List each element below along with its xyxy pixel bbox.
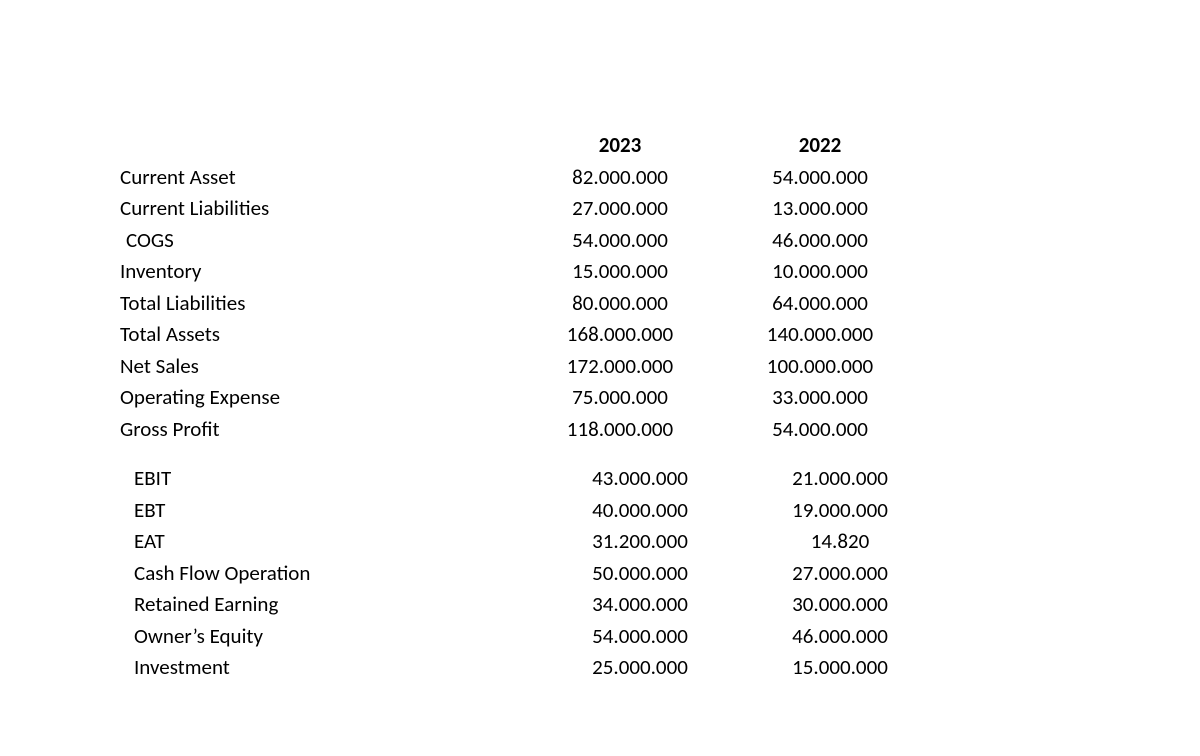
row-value-2023: 172.000.000: [520, 351, 720, 383]
table-row: Cash Flow Operation50.000.00027.000.000: [120, 558, 950, 590]
row-value-2023: 15.000.000: [520, 256, 720, 288]
row-label: Gross Profit: [120, 414, 520, 446]
table-header-row: 2023 2022: [120, 130, 950, 162]
row-value-2022: 19.000.000: [720, 495, 920, 527]
row-label: Cash Flow Operation: [120, 558, 520, 590]
table-row: Current Asset82.000.00054.000.000: [120, 162, 950, 194]
row-value-2022: 27.000.000: [720, 558, 920, 590]
row-label: EBT: [120, 495, 520, 527]
table-row: EBIT43.000.00021.000.000: [120, 463, 950, 495]
row-label: Current Asset: [120, 162, 520, 194]
table-row: Owner’s Equity54.000.00046.000.000: [120, 621, 950, 653]
row-value-2023: 34.000.000: [520, 589, 720, 621]
header-2022: 2022: [720, 130, 920, 162]
row-value-2022: 33.000.000: [720, 382, 920, 414]
row-value-2022: 14.820: [720, 526, 920, 558]
row-value-2023: 40.000.000: [520, 495, 720, 527]
row-value-2022: 54.000.000: [720, 414, 920, 446]
row-value-2023: 25.000.000: [520, 652, 720, 684]
row-value-2023: 80.000.000: [520, 288, 720, 320]
table-row: Gross Profit118.000.00054.000.000: [120, 414, 950, 446]
table-row: Current Liabilities27.000.00013.000.000: [120, 193, 950, 225]
financial-table: 2023 2022 Current Asset82.000.00054.000.…: [120, 130, 950, 684]
row-value-2023: 75.000.000: [520, 382, 720, 414]
row-label: Inventory: [120, 256, 520, 288]
row-value-2023: 43.000.000: [520, 463, 720, 495]
table-row: Operating Expense75.000.00033.000.000: [120, 382, 950, 414]
section-gap: [120, 445, 950, 463]
table-row: Total Liabilities80.000.00064.000.000: [120, 288, 950, 320]
row-value-2022: 21.000.000: [720, 463, 920, 495]
row-value-2023: 31.200.000: [520, 526, 720, 558]
row-value-2022: 140.000.000: [720, 319, 920, 351]
row-label: Operating Expense: [120, 382, 520, 414]
row-label: Owner’s Equity: [120, 621, 520, 653]
row-label: Current Liabilities: [120, 193, 520, 225]
row-value-2023: 50.000.000: [520, 558, 720, 590]
table-row: Net Sales172.000.000100.000.000: [120, 351, 950, 383]
row-label: Investment: [120, 652, 520, 684]
row-value-2022: 46.000.000: [720, 225, 920, 257]
row-label: EBIT: [120, 463, 520, 495]
table-row: COGS54.000.00046.000.000: [120, 225, 950, 257]
row-label: Net Sales: [120, 351, 520, 383]
table-row: EAT31.200.00014.820: [120, 526, 950, 558]
table-row: Inventory15.000.00010.000.000: [120, 256, 950, 288]
row-label: Total Assets: [120, 319, 520, 351]
row-value-2022: 10.000.000: [720, 256, 920, 288]
row-value-2023: 27.000.000: [520, 193, 720, 225]
row-value-2022: 13.000.000: [720, 193, 920, 225]
row-value-2022: 54.000.000: [720, 162, 920, 194]
row-value-2022: 64.000.000: [720, 288, 920, 320]
header-2023: 2023: [520, 130, 720, 162]
table-row: Investment25.000.00015.000.000: [120, 652, 950, 684]
table-row: EBT40.000.00019.000.000: [120, 495, 950, 527]
row-value-2022: 46.000.000: [720, 621, 920, 653]
row-label: Retained Earning: [120, 589, 520, 621]
row-label: Total Liabilities: [120, 288, 520, 320]
row-value-2023: 54.000.000: [520, 621, 720, 653]
row-label: COGS: [120, 225, 520, 257]
row-value-2023: 118.000.000: [520, 414, 720, 446]
table-row: Retained Earning34.000.00030.000.000: [120, 589, 950, 621]
row-value-2023: 82.000.000: [520, 162, 720, 194]
row-value-2023: 54.000.000: [520, 225, 720, 257]
table-row: Total Assets168.000.000140.000.000: [120, 319, 950, 351]
row-value-2023: 168.000.000: [520, 319, 720, 351]
row-value-2022: 100.000.000: [720, 351, 920, 383]
row-label: EAT: [120, 526, 520, 558]
row-value-2022: 30.000.000: [720, 589, 920, 621]
row-value-2022: 15.000.000: [720, 652, 920, 684]
